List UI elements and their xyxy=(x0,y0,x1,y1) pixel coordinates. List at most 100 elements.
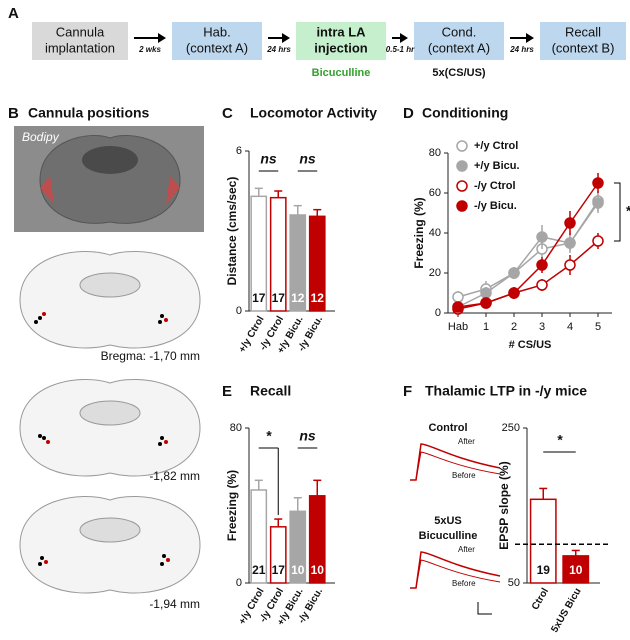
marker xyxy=(508,287,520,299)
step-label: Recall xyxy=(565,24,601,39)
n-label: 17 xyxy=(272,291,286,305)
legend-marker xyxy=(456,140,468,152)
marker xyxy=(564,237,576,249)
marker xyxy=(536,259,548,271)
panel-letter: D xyxy=(403,105,414,122)
y-tick-label: 80 xyxy=(230,422,242,434)
trace-title: 5xUS xyxy=(434,515,462,527)
bar xyxy=(308,495,326,584)
y-tick-label: 0 xyxy=(435,307,441,319)
panel-title: Conditioning xyxy=(422,105,508,121)
step-label: Cannula xyxy=(56,24,105,39)
series-line xyxy=(457,200,599,298)
n-label: 12 xyxy=(291,291,305,305)
step-label: Cond. xyxy=(442,24,477,39)
y-tick-label: 0 xyxy=(236,305,242,317)
atlas-sections xyxy=(19,250,201,594)
panel-title: Cannula positions xyxy=(28,105,150,121)
y-tick-label: 80 xyxy=(429,147,441,159)
legend-label: +/y Ctrol xyxy=(474,140,518,152)
legend-marker xyxy=(456,180,468,192)
y-axis-label: Freezing (%) xyxy=(225,470,239,541)
x-tick-label: 5 xyxy=(595,321,601,333)
y-tick-label: 250 xyxy=(502,422,520,434)
series-line xyxy=(457,240,599,310)
step-label: Hab. xyxy=(203,24,230,39)
image-label: Bodipy xyxy=(22,130,60,144)
step-label: (context B) xyxy=(552,40,615,55)
bar xyxy=(308,215,326,312)
interval-label: 24 hrs xyxy=(509,45,534,54)
x-tick-label: 5xUS Bicu xyxy=(549,586,583,634)
sig-label: ns xyxy=(260,151,277,167)
marker xyxy=(508,267,520,279)
marker xyxy=(592,235,604,247)
marker xyxy=(536,231,548,243)
section-label: -1,94 mm xyxy=(149,597,200,611)
x-tick-label: 2 xyxy=(511,321,517,333)
panel-title: Thalamic LTP in -/y mice xyxy=(425,383,587,399)
step-box xyxy=(414,22,504,60)
brain-structure xyxy=(82,146,138,174)
y-axis-label: Freezing (%) xyxy=(412,197,426,268)
x-tick-label: 4 xyxy=(567,321,573,333)
sig-label: ns xyxy=(299,428,316,444)
x-tick-label: Hab xyxy=(448,321,468,333)
y-axis-label: Distance (cms/sec) xyxy=(225,177,239,286)
x-tick-label: 3 xyxy=(539,321,545,333)
trace-before xyxy=(410,559,501,589)
n-label: 17 xyxy=(252,291,266,305)
legend-label: -/y Ctrol xyxy=(474,180,516,192)
trace-label: Before xyxy=(452,471,476,480)
step-label: (context A) xyxy=(428,40,490,55)
step-label: injection xyxy=(314,40,368,55)
bar xyxy=(562,555,590,584)
trace-title: Bicuculline xyxy=(419,530,478,542)
marker xyxy=(452,301,464,313)
step-box xyxy=(296,22,386,60)
marker xyxy=(592,197,604,209)
sig-bracket xyxy=(614,182,621,242)
cannula-dots xyxy=(34,312,170,566)
interval-label: 0.5-1 hr xyxy=(386,45,415,54)
interval-label: 24 hrs xyxy=(266,45,291,54)
panel-letter: B xyxy=(8,105,19,122)
panel-letter: F xyxy=(403,383,412,400)
x-tick-label: 1 xyxy=(483,321,489,333)
n-label: 17 xyxy=(272,563,286,577)
arrow-head xyxy=(526,33,534,43)
x-tick-label: Ctrol xyxy=(530,586,551,612)
y-tick-label: 20 xyxy=(429,267,441,279)
y-tick-label: 6 xyxy=(236,145,242,157)
brain-section xyxy=(39,134,181,224)
arrow-head xyxy=(282,33,290,43)
step-box xyxy=(32,22,128,60)
arrow-head xyxy=(158,33,166,43)
panel-letter: A xyxy=(8,5,19,22)
legend-marker xyxy=(456,160,468,172)
bar xyxy=(250,489,268,584)
step-box xyxy=(540,22,626,60)
interval-label: 2 wks xyxy=(138,45,161,54)
sig-label: * xyxy=(557,432,563,448)
step-note: 5x(CS/US) xyxy=(432,67,486,79)
marker xyxy=(480,287,492,299)
marker xyxy=(452,291,464,303)
panel-title: Recall xyxy=(250,383,291,399)
legend-label: -/y Bicu. xyxy=(474,200,517,212)
arrow-head xyxy=(400,33,408,43)
n-label: 10 xyxy=(291,563,305,577)
sig-label: * xyxy=(266,428,272,444)
bar xyxy=(289,214,307,312)
bar xyxy=(269,196,287,312)
bar xyxy=(269,526,287,584)
scale-bar xyxy=(477,602,492,615)
legend-marker xyxy=(456,200,468,212)
n-label: 19 xyxy=(537,563,551,577)
n-label: 12 xyxy=(311,291,325,305)
trace-before xyxy=(410,451,501,481)
y-tick-label: 50 xyxy=(508,577,520,589)
marker xyxy=(480,297,492,309)
marker xyxy=(564,259,576,271)
